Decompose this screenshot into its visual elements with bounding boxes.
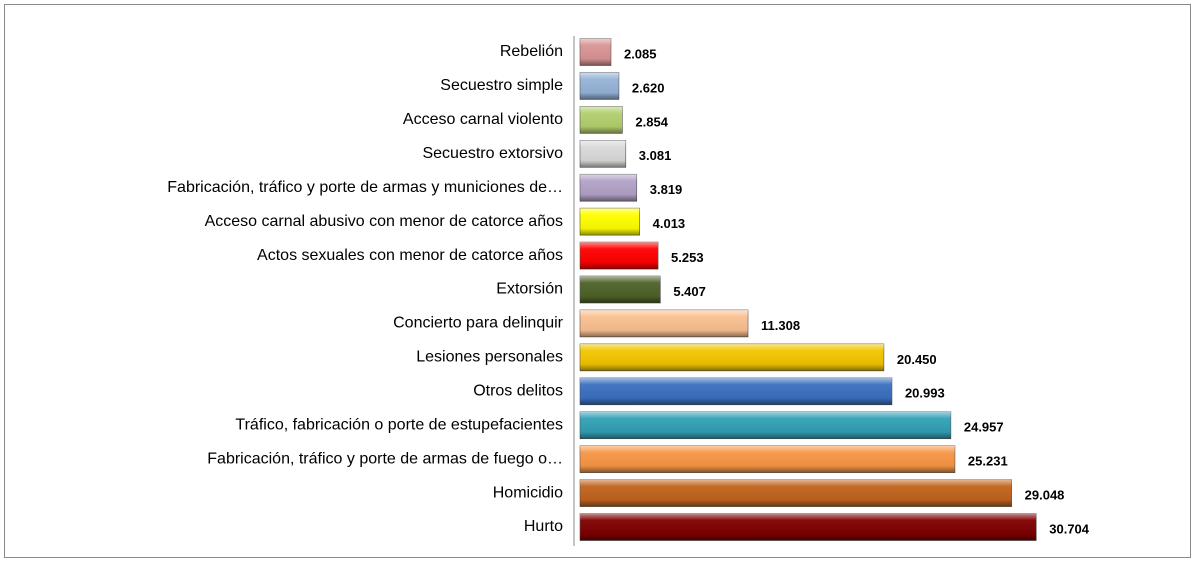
category-label: Acceso carnal abusivo con menor de cator… [205, 213, 563, 230]
bar-bevel [580, 513, 1037, 541]
category-label: Hurto [524, 518, 563, 535]
value-label: 24.957 [964, 420, 1004, 435]
value-label: 20.450 [897, 352, 937, 367]
value-label: 5.253 [671, 250, 704, 265]
category-label: Concierto para delinquir [393, 315, 564, 332]
category-label: Homicidio [493, 484, 563, 501]
bar-bevel [580, 242, 659, 270]
bar-bevel [580, 106, 623, 134]
category-label: Rebelión [500, 43, 563, 60]
value-label: 2.854 [635, 114, 668, 129]
bar-bevel [580, 38, 611, 66]
frame [4, 4, 1191, 558]
category-label: Otros delitos [473, 383, 563, 400]
value-label: 30.704 [1049, 521, 1090, 536]
bar-bevel [580, 276, 661, 304]
bar-bevel [580, 479, 1012, 507]
value-label: 2.085 [624, 46, 657, 61]
category-label: Fabricación, tráfico y porte de armas de… [207, 450, 563, 467]
bar-bevel [580, 208, 640, 236]
category-label: Secuestro simple [440, 77, 563, 94]
category-label: Acceso carnal violento [403, 111, 563, 128]
category-label: Actos sexuales con menor de catorce años [257, 247, 563, 264]
bar-bevel [580, 445, 955, 473]
value-label: 3.819 [650, 182, 683, 197]
bar-bevel [580, 343, 884, 371]
bar-bevel [580, 140, 626, 168]
category-label: Extorsión [496, 281, 563, 298]
category-label: Tráfico, fabricación o porte de estupefa… [235, 416, 563, 433]
value-label: 25.231 [968, 454, 1008, 469]
bar-bevel [580, 411, 951, 439]
value-label: 20.993 [905, 386, 945, 401]
bar-bevel [580, 377, 892, 405]
value-label: 5.407 [673, 284, 706, 299]
bar-bevel [580, 174, 637, 202]
value-label: 3.081 [639, 148, 672, 163]
value-label: 11.308 [761, 318, 800, 333]
value-label: 4.013 [653, 216, 686, 231]
bar-bevel [580, 309, 749, 337]
value-label: 29.048 [1025, 488, 1065, 503]
category-label: Secuestro extorsivo [422, 145, 563, 162]
value-label: 2.620 [632, 80, 665, 95]
category-label: Fabricación, tráfico y porte de armas y … [167, 179, 563, 196]
bar-bevel [580, 72, 619, 100]
category-label: Lesiones personales [416, 349, 563, 366]
